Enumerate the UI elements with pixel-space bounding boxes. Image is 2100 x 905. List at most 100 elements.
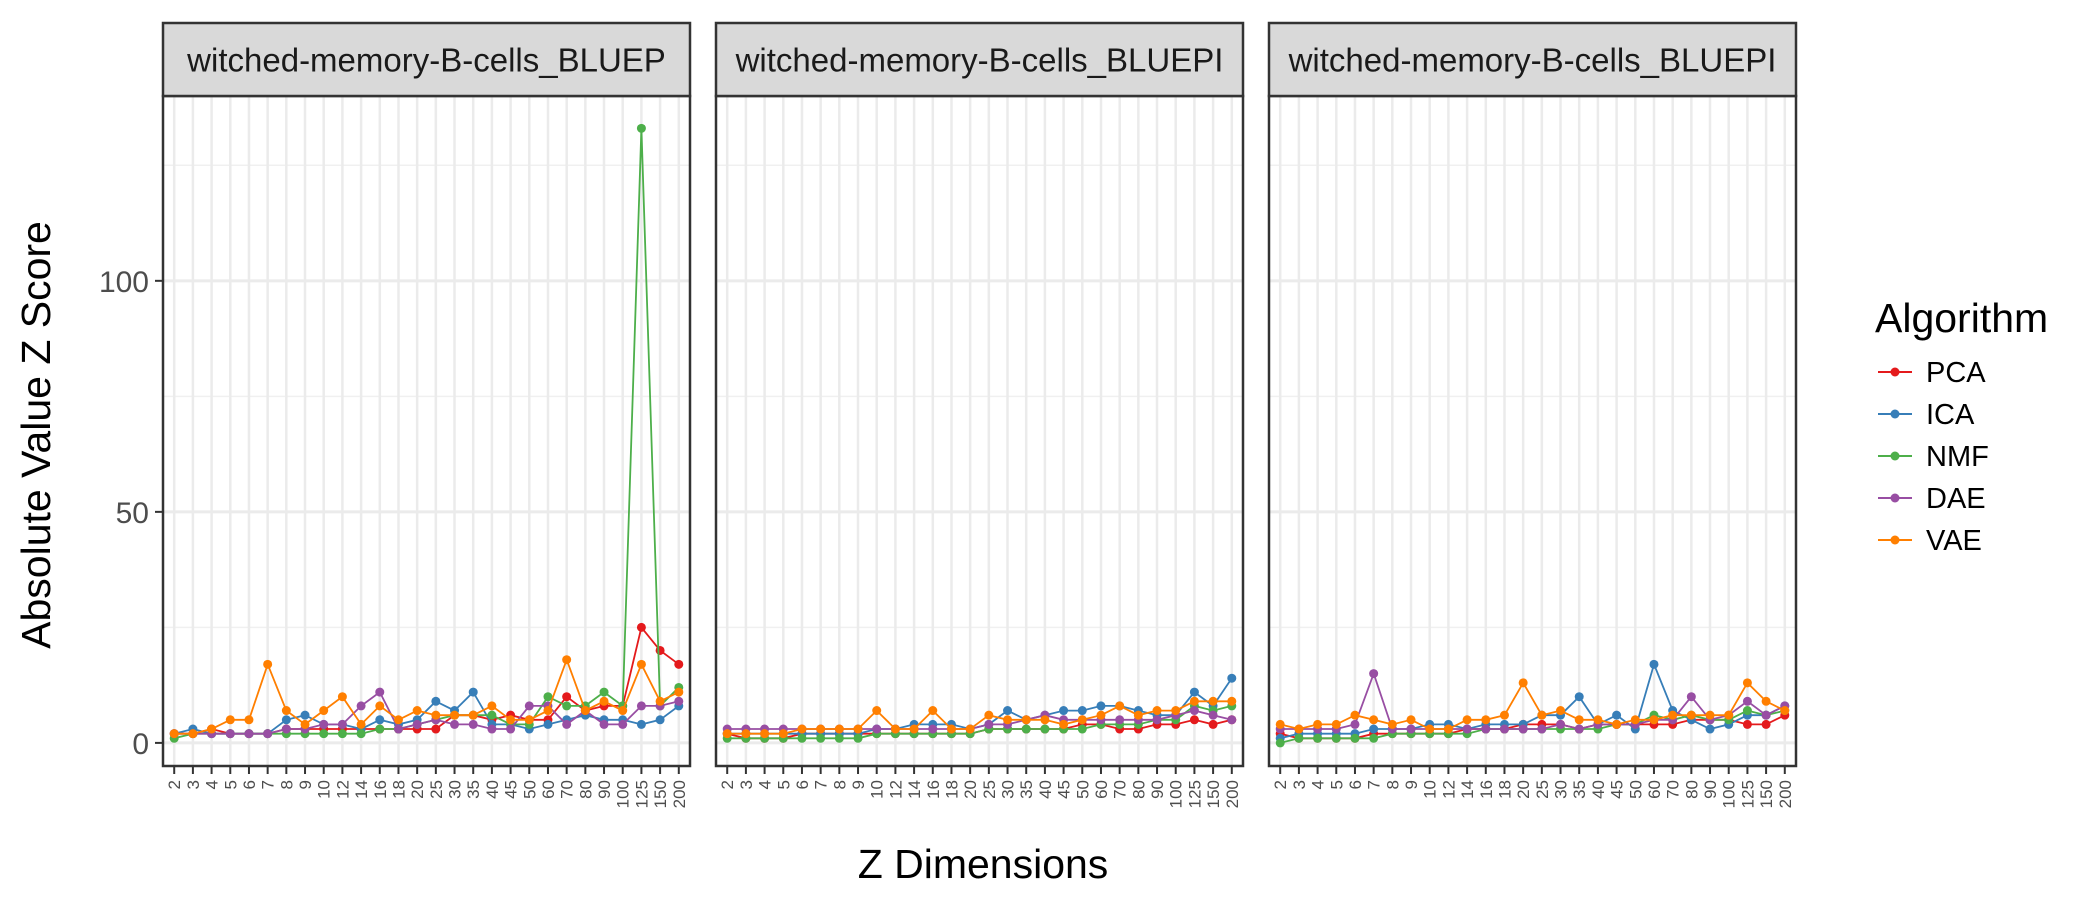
- data-point: [580, 706, 590, 716]
- x-tick-label: 18: [942, 780, 961, 799]
- data-point: [1189, 715, 1199, 725]
- data-point: [1189, 687, 1199, 697]
- data-point: [431, 724, 441, 734]
- legend-item-label: PCA: [1926, 357, 1986, 389]
- series-line: [174, 690, 680, 735]
- legend-key-point: [1890, 409, 1900, 419]
- data-point: [468, 687, 478, 697]
- x-tick-label: 4: [756, 780, 775, 789]
- data-point: [965, 724, 975, 734]
- y-tick-label: 100: [99, 266, 149, 299]
- data-point: [1313, 719, 1323, 729]
- facet-strip: [1267, 21, 1798, 98]
- data-point: [1649, 659, 1659, 669]
- x-tick-label: 20: [1514, 780, 1533, 799]
- data-point: [636, 659, 646, 669]
- data-point: [319, 719, 329, 729]
- data-point: [1115, 701, 1125, 711]
- data-point: [543, 692, 553, 702]
- data-point: [1227, 696, 1237, 706]
- x-tick-label: 8: [830, 780, 849, 789]
- x-tick-label: 9: [1402, 780, 1421, 789]
- x-tick-label: 40: [1589, 780, 1608, 799]
- data-point: [722, 729, 732, 739]
- data-point: [337, 719, 347, 729]
- data-point: [375, 724, 385, 734]
- data-point: [1649, 715, 1659, 725]
- data-point: [337, 692, 347, 702]
- x-tick-label: 20: [408, 780, 427, 799]
- x-tick-label: 2: [1271, 780, 1290, 789]
- facet-strip-label: witched-memory-B-cells_BLUEPI: [1288, 42, 1777, 79]
- panel-background: [163, 96, 690, 766]
- data-point: [1499, 724, 1509, 734]
- data-point: [1761, 696, 1771, 706]
- x-tick-label: 2: [718, 780, 737, 789]
- panel-background: [716, 96, 1243, 766]
- data-point: [1556, 719, 1566, 729]
- data-point: [1077, 724, 1087, 734]
- data-point: [319, 729, 329, 739]
- data-point: [1761, 719, 1771, 729]
- x-tick-label: 16: [924, 780, 943, 799]
- data-point: [928, 724, 938, 734]
- x-tick-label: 16: [1477, 780, 1496, 799]
- data-point: [506, 715, 516, 725]
- data-point: [655, 645, 665, 655]
- x-tick-label: 200: [1776, 780, 1795, 808]
- data-point: [1518, 724, 1528, 734]
- data-point: [1040, 724, 1050, 734]
- data-point: [1574, 715, 1584, 725]
- data-point: [225, 715, 235, 725]
- data-point: [599, 719, 609, 729]
- legend-item-label: ICA: [1926, 399, 1975, 431]
- data-point: [1152, 715, 1162, 725]
- data-point: [375, 715, 385, 725]
- legend-item-vae: VAE: [1878, 525, 1982, 557]
- data-point: [468, 710, 478, 720]
- data-point: [1369, 724, 1379, 734]
- x-tick-label: 20: [961, 780, 980, 799]
- x-tick-label: 16: [371, 780, 390, 799]
- data-point: [636, 622, 646, 632]
- data-point: [1705, 710, 1715, 720]
- data-point: [741, 729, 751, 739]
- data-point: [281, 715, 291, 725]
- x-tick-label: 10: [868, 780, 887, 799]
- data-point: [946, 724, 956, 734]
- data-point: [1481, 715, 1491, 725]
- data-point: [1499, 710, 1509, 720]
- x-tick-label: 6: [793, 780, 812, 789]
- x-tick-label: 40: [1036, 780, 1055, 799]
- data-point: [356, 701, 366, 711]
- data-point: [1369, 669, 1379, 679]
- legend-key-point: [1890, 367, 1900, 377]
- data-point: [909, 724, 919, 734]
- x-axis-label: Z Dimensions: [858, 841, 1109, 887]
- data-point: [1227, 715, 1237, 725]
- data-point: [890, 724, 900, 734]
- data-point: [1724, 710, 1734, 720]
- series-line: [727, 700, 1232, 735]
- data-point: [1208, 719, 1218, 729]
- data-point: [1742, 696, 1752, 706]
- data-point: [1275, 738, 1285, 748]
- x-tick-label: 80: [576, 780, 595, 799]
- x-tick-label: 10: [1421, 780, 1440, 799]
- data-point: [393, 715, 403, 725]
- x-tick-label: 14: [1458, 780, 1477, 799]
- y-axis-label: Absolute Value Z Score: [13, 221, 59, 649]
- data-point: [928, 706, 938, 716]
- data-point: [1780, 706, 1790, 716]
- data-point: [674, 696, 684, 706]
- x-tick-label: 12: [333, 780, 352, 799]
- x-tick-label: 7: [1365, 780, 1384, 789]
- x-tick-label: 45: [1055, 780, 1074, 799]
- data-point: [1040, 715, 1050, 725]
- data-point: [1369, 733, 1379, 743]
- data-point: [524, 701, 534, 711]
- data-point: [1350, 719, 1360, 729]
- series-line: [1279, 714, 1786, 740]
- legend-title: Algorithm: [1875, 295, 2048, 341]
